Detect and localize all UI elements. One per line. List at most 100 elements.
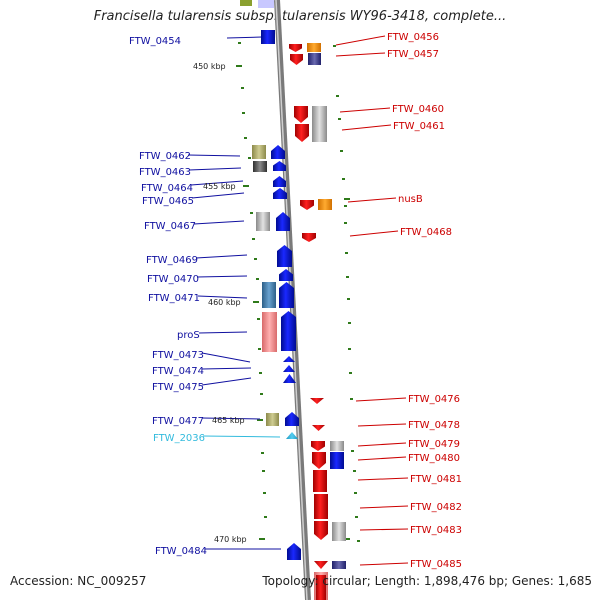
gene-label[interactable]: FTW_2036: [153, 433, 205, 444]
leader-line: [357, 456, 407, 461]
reverse-gene-arrow: [310, 398, 324, 404]
gene-label[interactable]: FTW_0483: [410, 525, 462, 536]
feature-box: [240, 0, 252, 6]
feature-box: [258, 0, 274, 8]
tick-mark: [350, 398, 353, 400]
gene-label[interactable]: FTW_0473: [152, 350, 204, 361]
tick-mark: [348, 348, 351, 350]
leader-line: [201, 417, 261, 420]
gene-label[interactable]: FTW_0481: [410, 474, 462, 485]
gene-label[interactable]: FTW_0478: [408, 420, 460, 431]
tick-mark: [258, 348, 261, 350]
tick-mark: [333, 45, 336, 47]
tick-mark: [248, 157, 251, 159]
gene-label[interactable]: FTW_0474: [152, 366, 204, 377]
gene-features: [240, 0, 346, 600]
genome-stats-text: Topology: circular; Length: 1,898,476 bp…: [262, 574, 592, 588]
gene-label[interactable]: FTW_0460: [392, 104, 444, 115]
tick-mark: [259, 372, 262, 374]
tick-mark: [252, 238, 255, 240]
gene-label[interactable]: FTW_0480: [408, 453, 460, 464]
reverse-gene-arrow: [294, 106, 308, 123]
feature-box: [252, 145, 266, 159]
leader-line: [201, 367, 252, 370]
gene-label[interactable]: FTW_0454: [129, 36, 181, 47]
leader-line: [190, 180, 244, 186]
leader-line: [335, 52, 386, 57]
gene-label[interactable]: FTW_0476: [408, 394, 460, 405]
gene-label[interactable]: FTW_0475: [152, 382, 204, 393]
gene-label[interactable]: FTW_0457: [387, 49, 439, 60]
gene-label[interactable]: FTW_0462: [139, 151, 191, 162]
kbp-tick: [253, 301, 259, 303]
gene-label[interactable]: FTW_0470: [147, 274, 199, 285]
map-title: Francisella tularensis subsp. tularensis…: [93, 9, 507, 24]
gene-label[interactable]: FTW_0471: [148, 293, 200, 304]
gene-label[interactable]: FTW_0484: [155, 546, 207, 557]
feature-box: [318, 199, 332, 210]
forward-gene-arrow: [281, 311, 296, 351]
forward-gene-arrow: [273, 188, 287, 199]
forward-gene-arrow: [277, 245, 292, 267]
gene-label[interactable]: FTW_0477: [152, 416, 204, 427]
gene-label[interactable]: FTW_0485: [410, 559, 462, 570]
leader-line: [193, 220, 245, 225]
gene-label[interactable]: FTW_0456: [387, 32, 439, 43]
forward-gene-arrow: [271, 145, 285, 159]
kbp-tick: [243, 185, 249, 187]
gene-label[interactable]: nusB: [398, 194, 423, 205]
label-leader-lines: [187, 35, 409, 566]
tick-mark: [349, 372, 352, 374]
tick-mark: [351, 450, 354, 452]
tick-mark: [263, 492, 266, 494]
reverse-gene-arrow: [289, 44, 302, 52]
leader-line: [201, 352, 251, 363]
gene-label[interactable]: FTW_0461: [393, 121, 445, 132]
kbp-label: 450 kbp: [193, 62, 226, 71]
leader-line: [198, 331, 248, 334]
gene-label[interactable]: FTW_0464: [141, 183, 193, 194]
forward-gene-arrow: [287, 543, 301, 560]
tick-mark: [264, 516, 267, 518]
gene-label[interactable]: FTW_0468: [400, 227, 452, 238]
tick-mark: [261, 452, 264, 454]
forward-gene-arrow: [273, 161, 286, 171]
tick-mark: [346, 276, 349, 278]
gene-label[interactable]: proS: [177, 330, 200, 341]
feature-box: [261, 30, 275, 44]
tick-mark: [355, 516, 358, 518]
leader-line: [226, 36, 263, 39]
gene-label[interactable]: FTW_0463: [139, 167, 191, 178]
gene-label[interactable]: FTW_0469: [146, 255, 198, 266]
leader-line: [357, 423, 407, 427]
feature-box: [314, 494, 328, 519]
feature-box: [313, 470, 327, 492]
tick-mark: [262, 470, 265, 472]
leader-line: [187, 154, 241, 157]
tick-mark: [244, 137, 247, 139]
tick-mark: [344, 205, 347, 207]
gene-label[interactable]: FTW_0465: [142, 196, 194, 207]
reverse-gene-arrow: [300, 200, 314, 210]
tick-mark: [257, 318, 260, 320]
leader-line: [188, 167, 242, 171]
tick-mark: [342, 178, 345, 180]
reverse-gene-arrow: [312, 452, 326, 469]
leader-line: [357, 442, 407, 447]
forward-gene-arrow: [283, 365, 295, 372]
forward-gene-arrow: [279, 269, 293, 281]
tick-mark: [242, 112, 245, 114]
tick-mark: [336, 95, 339, 97]
reverse-gene-arrow: [290, 54, 303, 65]
kbp-label: 470 kbp: [214, 535, 247, 544]
gene-label[interactable]: FTW_0479: [408, 439, 460, 450]
leader-line: [341, 124, 392, 131]
gene-label[interactable]: FTW_0467: [144, 221, 196, 232]
leader-line: [197, 295, 248, 299]
tick-mark: [344, 222, 347, 224]
gene-label[interactable]: FTW_0482: [410, 502, 462, 513]
gene-labels: FTW_0454 FTW_0462 FTW_0463 FTW_0464 FTW_0465…: [129, 32, 462, 570]
feature-box: [266, 413, 279, 426]
tick-mark: [241, 87, 244, 89]
